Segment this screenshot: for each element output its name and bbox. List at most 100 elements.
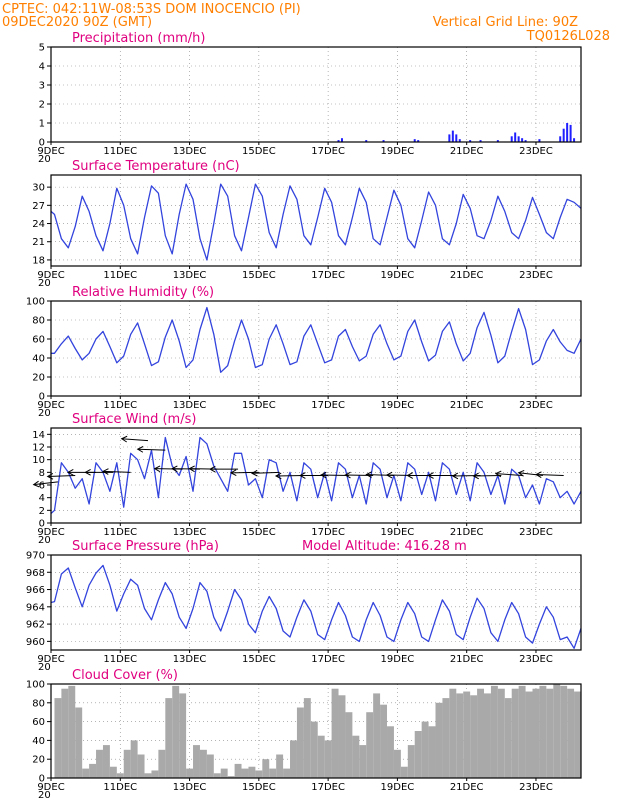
- y-tick-label: 60: [32, 717, 45, 728]
- cloud-bar: [553, 684, 561, 778]
- cloud-bar: [504, 698, 512, 778]
- x-tick-label: 21DEC: [450, 270, 484, 281]
- wind-arrow-head: [299, 472, 306, 479]
- panel-title: Surface Pressure (hPa): [72, 539, 219, 554]
- y-tick-label: 6: [39, 481, 45, 492]
- y-tick-label: 20: [32, 373, 45, 384]
- wind-arrow-head: [171, 465, 178, 473]
- cloud-bar: [165, 698, 173, 778]
- y-tick-label: 4: [39, 62, 45, 73]
- cloud-bar: [331, 688, 339, 778]
- precip-bar: [562, 128, 565, 142]
- y-tick-label: 21: [32, 237, 45, 248]
- cloud-bar: [116, 773, 124, 778]
- wind-arrow-head: [229, 469, 237, 477]
- x-tick-label: 9DEC: [37, 146, 64, 157]
- precip-bar: [337, 140, 340, 142]
- wind-arrow-head: [32, 480, 40, 488]
- cloud-bar: [435, 702, 443, 778]
- cloud-bar: [255, 770, 263, 778]
- cloud-bar: [68, 685, 76, 778]
- panel-title: Surface Wind (m/s): [72, 412, 196, 427]
- wind-arrow: [103, 470, 131, 473]
- wind-arrow-head: [251, 469, 258, 477]
- panel-title: Relative Humidity (%): [72, 285, 214, 300]
- wind-arrow-head: [188, 465, 195, 473]
- series-line: [50, 183, 582, 261]
- precip-bar: [573, 138, 576, 142]
- cloud-bar: [89, 763, 97, 778]
- precip-bar: [569, 124, 572, 142]
- x-tick-label: 19DEC: [381, 146, 415, 157]
- precip-bar: [559, 136, 562, 142]
- x-tick-label: 19DEC: [381, 270, 415, 281]
- precip-bar: [514, 132, 517, 142]
- precip-bar: [517, 136, 520, 142]
- y-tick-label: 962: [26, 620, 45, 631]
- x-tick-label: 21DEC: [450, 654, 484, 665]
- y-tick-label: 0: [39, 138, 45, 149]
- cloud-bar: [511, 688, 519, 778]
- y-tick-label: 40: [32, 354, 45, 365]
- cloud-bar: [421, 721, 429, 778]
- wind-arrow-head: [319, 471, 327, 479]
- x-tick-label: 15DEC: [242, 400, 276, 411]
- x-tick-label: 9DEC: [37, 400, 64, 411]
- cloud-bar: [366, 712, 374, 778]
- y-tick-label: 2: [39, 506, 45, 517]
- cloud-bar: [303, 698, 311, 778]
- series-line: [50, 436, 582, 514]
- cloud-bar: [518, 685, 526, 778]
- y-tick-label: 1: [39, 119, 45, 130]
- cloud-bar: [179, 693, 187, 778]
- precip-bar: [524, 140, 527, 142]
- x-tick-label: 23DEC: [519, 782, 553, 793]
- y-tick-label: 970: [26, 551, 45, 562]
- x-tick-label: 9DEC: [37, 654, 64, 665]
- panel-0: 0 1 2 3 4 5 9DEC 11DEC 13DEC 15DEC 17DEC 19DEC 21DEC…: [37, 31, 582, 165]
- header-run-date: 09DEC2020 90Z (GMT): [2, 15, 152, 30]
- x-tick-label: 19DEC: [381, 654, 415, 665]
- x-tick-label: 23DEC: [519, 146, 553, 157]
- y-tick-label: 30: [32, 183, 45, 194]
- wind-arrow: [137, 448, 166, 451]
- x-tick-label: 9DEC: [37, 782, 64, 793]
- y-tick-label: 2: [39, 100, 45, 111]
- x-tick-label: 13DEC: [173, 654, 207, 665]
- x-year-stub: 20: [38, 662, 51, 673]
- x-tick-label: 17DEC: [311, 782, 345, 793]
- y-tick-label: 10: [32, 455, 45, 466]
- cloud-bar: [172, 685, 180, 778]
- cloud-bar: [359, 745, 367, 778]
- x-tick-label: 21DEC: [450, 527, 484, 538]
- cloud-bar: [470, 695, 478, 778]
- y-tick-label: 100: [26, 297, 45, 308]
- x-tick-label: 13DEC: [173, 146, 207, 157]
- wind-arrow-head: [385, 471, 393, 479]
- y-tick-label: 4: [39, 493, 45, 504]
- x-year-stub: 20: [38, 408, 51, 419]
- x-tick-label: 17DEC: [311, 146, 345, 157]
- x-year-stub: 20: [38, 535, 51, 546]
- series-line: [50, 564, 582, 649]
- cloud-bar: [283, 768, 291, 778]
- x-tick-label: 23DEC: [519, 400, 553, 411]
- wind-arrow-head: [517, 469, 525, 477]
- precip-bar: [469, 140, 472, 142]
- precip-bar: [448, 134, 451, 142]
- y-tick-label: 60: [32, 335, 45, 346]
- y-tick-label: 80: [32, 698, 45, 709]
- y-tick-label: 20: [32, 755, 45, 766]
- cloud-bar: [276, 754, 284, 778]
- y-tick-label: 3: [39, 81, 45, 92]
- cloud-bar: [428, 726, 436, 778]
- cloud-bar: [102, 745, 110, 778]
- wind-arrow-head: [344, 471, 351, 479]
- x-tick-label: 11DEC: [103, 270, 137, 281]
- cloud-bar: [54, 698, 62, 778]
- y-tick-label: 100: [26, 680, 45, 691]
- x-tick-label: 19DEC: [381, 527, 415, 538]
- x-tick-label: 23DEC: [519, 270, 553, 281]
- cloud-bar: [477, 688, 485, 778]
- x-tick-label: 11DEC: [103, 782, 137, 793]
